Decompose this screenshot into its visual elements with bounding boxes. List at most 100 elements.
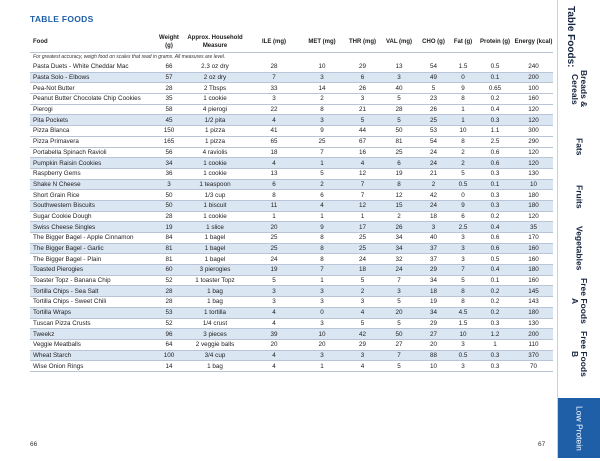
value-cell: 9 [300, 125, 344, 137]
value-cell: 1.2 [476, 328, 514, 340]
value-cell: 3 [300, 318, 344, 330]
value-cell: 24 [417, 200, 450, 212]
value-cell: 10 [417, 360, 450, 372]
table-row: The Bigger Bagel - Apple Cinnamon 84 1 bag… [30, 232, 553, 244]
tab-low-protein[interactable]: Low Protein [558, 398, 600, 458]
sidebar-divider [557, 0, 558, 458]
value-cell: 25 [344, 243, 381, 255]
value-cell: 0.6 [476, 147, 514, 159]
value-cell: 2 Tbsps [182, 82, 248, 95]
value-cell: 10 [450, 328, 476, 340]
value-cell: 2 [450, 157, 476, 169]
value-cell: 1.1 [476, 125, 514, 137]
tab-fruits[interactable]: Fruits [558, 172, 600, 222]
value-cell: 100 [156, 350, 182, 362]
value-cell: 50 [156, 189, 182, 201]
tab-breads-cereals[interactable]: Breads & Cereals [558, 60, 600, 118]
value-cell: 1.5 [450, 318, 476, 330]
value-cell: 34 [381, 232, 417, 244]
tab-fats[interactable]: Fats [558, 122, 600, 172]
column-header: MET (mg) [300, 33, 344, 53]
tab-free-foods-b[interactable]: Free Foods B [558, 328, 600, 380]
value-cell: 29 [417, 264, 450, 276]
value-cell: 1 teaspoon [182, 179, 248, 191]
value-cell: 28 [381, 104, 417, 116]
value-cell: 1 [476, 339, 514, 351]
column-header: Weight (g) [156, 33, 182, 53]
value-cell: 29 [417, 318, 450, 330]
value-cell: 18 [344, 264, 381, 276]
value-cell: 1 bag [182, 285, 248, 298]
value-cell: 1 [300, 360, 344, 372]
value-cell: 13 [381, 62, 417, 73]
table-row: Pierogi 58 4 pierogi 22 8 21 28 26 1 0.4 120 [30, 104, 553, 116]
food-name-cell: Tortilla Chips - Sea Salt [30, 285, 156, 298]
value-cell: 1 toaster Topz [182, 275, 248, 287]
value-cell: 96 [156, 328, 182, 340]
value-cell: 0.3 [476, 168, 514, 180]
value-cell: 64 [156, 339, 182, 351]
value-cell: 1.5 [450, 62, 476, 73]
value-cell: 9 [300, 221, 344, 233]
value-cell: 12 [381, 189, 417, 201]
value-cell: 3 [248, 296, 300, 308]
value-cell: 0.65 [476, 82, 514, 95]
value-cell: 4 [344, 157, 381, 169]
table-row: Raspberry Gems 36 1 cookie 13 5 12 19 21 5 0.3 130 [30, 168, 553, 180]
tab-label: Free Foods B [570, 331, 589, 377]
value-cell: 10 [300, 62, 344, 73]
food-name-cell: Pasta Duets - White Cheddar Mac [30, 62, 156, 73]
value-cell: 3 [417, 221, 450, 233]
value-cell: 0.2 [476, 285, 514, 298]
value-cell: 120 [514, 211, 553, 223]
value-cell: 1 cookie [182, 93, 248, 105]
food-name-cell: Toaster Topz - Banana Chip [30, 275, 156, 287]
value-cell: 0.3 [476, 318, 514, 330]
tab-vegetables[interactable]: Vegetables [558, 222, 600, 274]
value-cell: 81 [156, 243, 182, 255]
food-name-cell: The Bigger Bagel - Garlic [30, 243, 156, 255]
value-cell: 180 [514, 189, 553, 201]
food-name-cell: Pita Pockets [30, 114, 156, 127]
value-cell: 200 [514, 72, 553, 84]
value-cell: 1 [300, 275, 344, 287]
value-cell: 0 [450, 189, 476, 201]
table-row: Toaster Topz - Banana Chip 52 1 toaster To… [30, 275, 553, 287]
food-name-cell: Swiss Cheese Singles [30, 221, 156, 233]
value-cell: 0.5 [476, 253, 514, 266]
value-cell: 28 [156, 82, 182, 95]
value-cell: 5 [381, 114, 417, 127]
value-cell: 1 bagel [182, 253, 248, 266]
value-cell: 40 [417, 232, 450, 244]
table-row: Tortilla Chips - Sea Salt 28 1 bag 3 3 2 3 18 8 0… [30, 285, 553, 298]
value-cell: 7 [381, 350, 417, 362]
value-cell: 5 [417, 82, 450, 95]
value-cell: 3/4 cup [182, 350, 248, 362]
value-cell: 0.5 [476, 62, 514, 73]
value-cell: 20 [300, 339, 344, 351]
value-cell: 20 [417, 339, 450, 351]
table-row: Toasted Pierogies 60 3 pierogies 19 7 18 24 29 7… [30, 264, 553, 276]
tab-free-foods-a[interactable]: Free Foods A [558, 276, 600, 326]
table-title: TABLE FOODS [30, 14, 94, 24]
value-cell: 25 [300, 136, 344, 148]
value-cell: 3 [300, 350, 344, 362]
value-cell: 1 slice [182, 221, 248, 233]
value-cell: 1 cookie [182, 168, 248, 180]
value-cell: 6 [248, 179, 300, 191]
value-cell: 5 [381, 318, 417, 330]
value-cell: 25 [381, 147, 417, 159]
value-cell: 0.3 [476, 114, 514, 127]
value-cell: 130 [514, 168, 553, 180]
value-cell: 1/3 cup [182, 189, 248, 201]
value-cell: 19 [156, 221, 182, 233]
value-cell: 1 bag [182, 360, 248, 372]
food-name-cell: Peanut Butter Chocolate Chip Cookies [30, 93, 156, 105]
value-cell: 22 [248, 104, 300, 116]
value-cell: 2 [381, 211, 417, 223]
value-cell: 160 [514, 275, 553, 287]
value-cell: 120 [514, 157, 553, 169]
value-cell: 8 [300, 243, 344, 255]
value-cell: 41 [248, 125, 300, 137]
value-cell: 29 [344, 62, 381, 73]
